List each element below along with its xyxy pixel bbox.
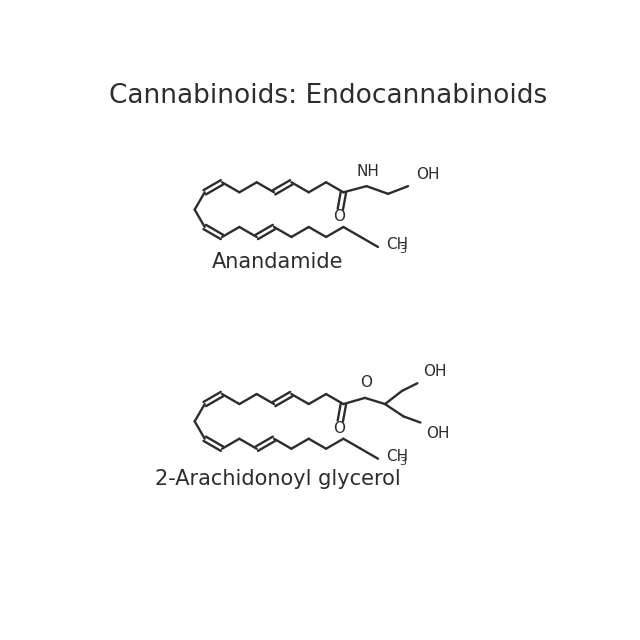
Text: OH: OH xyxy=(416,167,439,182)
Text: Cannabinoids: Endocannabinoids: Cannabinoids: Endocannabinoids xyxy=(109,83,547,109)
Text: 3: 3 xyxy=(399,245,406,255)
Text: O: O xyxy=(360,375,372,390)
Text: O: O xyxy=(333,209,345,225)
Text: OH: OH xyxy=(427,426,450,440)
Text: Anandamide: Anandamide xyxy=(212,252,344,271)
Text: NH: NH xyxy=(356,164,380,179)
Text: O: O xyxy=(333,421,345,436)
Text: 2-Arachidonoyl glycerol: 2-Arachidonoyl glycerol xyxy=(155,468,401,489)
Text: CH: CH xyxy=(386,449,408,464)
Text: CH: CH xyxy=(386,237,408,252)
Text: 3: 3 xyxy=(399,457,406,467)
Text: OH: OH xyxy=(424,364,447,380)
